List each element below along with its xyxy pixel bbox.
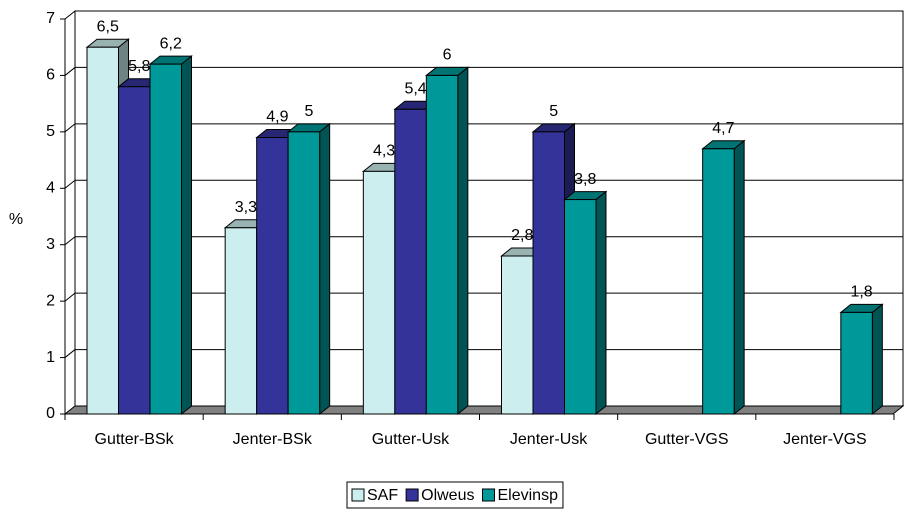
legend-label: Elevinsp [497, 487, 558, 504]
data-label: 6,2 [160, 35, 182, 52]
bar [224, 227, 258, 415]
legend-swatch [351, 488, 365, 502]
bar-side [871, 303, 883, 416]
legend-label: Olweus [421, 487, 474, 504]
x-tick-label: Jenter-Usk [510, 431, 588, 448]
back-wall [74, 10, 904, 407]
legend-swatch [405, 488, 419, 502]
y-tick-label: 6 [46, 67, 55, 84]
bar [287, 131, 321, 415]
grid-line [64, 292, 76, 302]
bar [118, 86, 151, 415]
bar [86, 46, 119, 415]
data-label: 4,3 [373, 143, 395, 160]
x-tick-label: Jenter-VGS [783, 431, 867, 448]
bar [425, 74, 459, 415]
bar [394, 108, 427, 415]
y-tick-label: 1 [46, 349, 55, 366]
data-label: 2,8 [511, 227, 533, 244]
y-tick-label: 3 [46, 236, 55, 253]
legend-swatch [481, 488, 495, 502]
data-label: 5,4 [404, 81, 426, 98]
bar [564, 199, 597, 415]
bar [702, 148, 735, 415]
data-label: 5 [549, 103, 558, 120]
bar [256, 137, 289, 415]
bar [149, 63, 182, 415]
data-label: 4,7 [712, 120, 734, 137]
grid-line [64, 236, 76, 246]
grid-line [64, 67, 76, 76]
data-label: 1,8 [850, 284, 872, 301]
bar-side [457, 66, 469, 416]
data-label: 4,9 [266, 109, 288, 126]
legend-label: SAF [367, 487, 398, 504]
y-tick-label: 7 [46, 10, 55, 27]
bar-side [319, 122, 331, 416]
bar-side [181, 55, 192, 416]
data-label: 3,3 [235, 199, 257, 216]
grid-line [64, 123, 76, 133]
bar-side [733, 139, 745, 416]
y-tick-label: 4 [46, 180, 55, 197]
x-tick-label: Gutter-BSk [95, 431, 175, 448]
data-label: 6 [443, 47, 452, 64]
bar [501, 255, 534, 415]
y-tick-label: 2 [46, 292, 55, 309]
y-tick-label: 0 [46, 405, 55, 422]
grid-line [64, 10, 76, 20]
bar [532, 131, 565, 415]
y-axis-label: % [9, 211, 23, 228]
grid-line [64, 349, 76, 358]
data-label: 3,8 [574, 171, 596, 188]
x-tick-label: Gutter-VGS [645, 431, 729, 448]
grid-line [64, 179, 76, 189]
x-tick-label: Jenter-BSk [233, 431, 313, 448]
y-tick-label: 5 [46, 123, 55, 140]
x-tick-label: Gutter-Usk [372, 431, 450, 448]
data-label: 5,8 [128, 58, 150, 75]
data-label: 6,5 [97, 18, 119, 35]
bar-side [595, 190, 607, 416]
bar [362, 170, 396, 415]
data-label: 5 [304, 103, 313, 120]
legend [346, 481, 564, 509]
bar [840, 311, 873, 415]
